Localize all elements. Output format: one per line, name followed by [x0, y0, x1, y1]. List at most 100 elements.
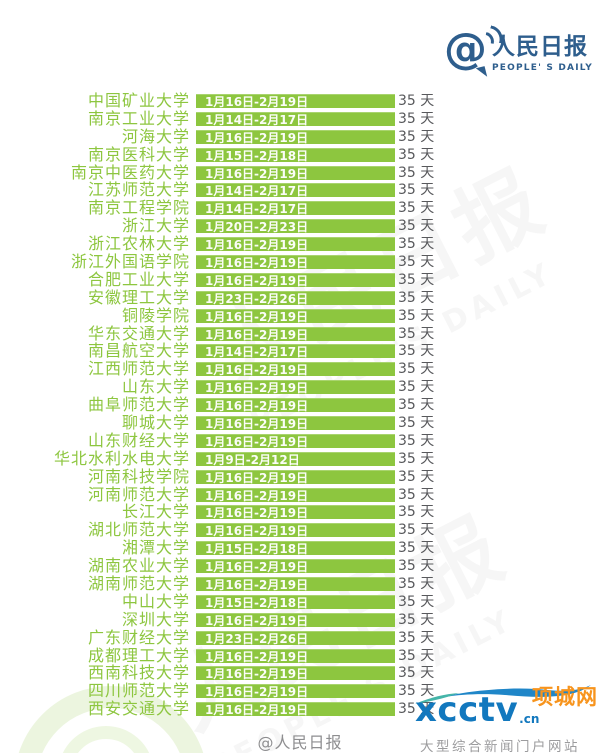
university-name: 湖北师范大学: [87, 520, 190, 540]
date-range-bar: 1月16日-2月19日: [196, 469, 395, 484]
date-range-bar: 1月16日-2月19日: [196, 433, 395, 448]
university-name: 四川师范大学: [87, 681, 190, 701]
university-name: 中国矿业大学: [87, 90, 190, 110]
date-range-bar: 1月16日-2月19日: [196, 523, 395, 538]
logo-text-block: 人民日报 PEOPLE' S DAILY: [492, 34, 594, 74]
university-name: 华东交通大学: [87, 323, 190, 343]
site-tagline: 大型综合新闻门户网站: [420, 739, 580, 753]
date-range-bar: 1月9日-2月12日: [196, 451, 395, 466]
table-row: 江苏师范大学 1月14日-2月17日 35 天: [0, 181, 600, 199]
brand-name-en: PEOPLE' S DAILY: [492, 63, 594, 74]
date-range-bar: 1月16日-2月19日: [196, 487, 395, 502]
table-row: 湖南师范大学 1月16日-2月19日 35 天: [0, 575, 600, 593]
table-row: 华北水利水电大学 1月9日-2月12日 35 天: [0, 450, 600, 468]
university-name: 南京中医药大学: [70, 162, 190, 182]
days-label: 35 天: [398, 253, 435, 270]
table-row: 聊城大学 1月16日-2月19日 35 天: [0, 414, 600, 432]
table-row: 成都理工大学 1月16日-2月19日 35 天: [0, 647, 600, 665]
days-label: 35 天: [398, 432, 435, 449]
table-row: 湖南农业大学 1月16日-2月19日 35 天: [0, 557, 600, 575]
at-sign-icon: @: [444, 24, 487, 74]
xcctv-site-logo: xcctv .cn 项城网 大型综合新闻门户网站: [405, 680, 598, 753]
date-range-bar: 1月15日-2月18日: [196, 147, 395, 162]
days-label: 35 天: [398, 92, 435, 109]
date-range-bar: 1月14日-2月17日: [196, 111, 395, 126]
university-name: 南京工业大学: [87, 108, 190, 128]
peoples-daily-logo: @ 人民日报 PEOPLE' S DAILY: [444, 24, 594, 81]
university-name: 华北水利水电大学: [53, 448, 190, 468]
days-label: 35 天: [398, 361, 435, 378]
days-label: 35 天: [398, 397, 435, 414]
days-label: 35 天: [398, 146, 435, 163]
date-range-bar: 1月16日-2月19日: [196, 362, 395, 377]
days-label: 35 天: [398, 540, 435, 557]
days-label: 35 天: [398, 647, 435, 664]
university-name: 中山大学: [121, 591, 190, 611]
days-label: 35 天: [398, 414, 435, 431]
table-row: 江西师范大学 1月16日-2月19日 35 天: [0, 360, 600, 378]
university-name: 山东财经大学: [87, 430, 190, 450]
table-row: 深圳大学 1月16日-2月19日 35 天: [0, 611, 600, 629]
swoosh-icon: [415, 685, 591, 704]
date-range-bar: 1月16日-2月19日: [196, 326, 395, 341]
table-row: 南京工业大学 1月14日-2月17日 35 天: [0, 110, 600, 128]
date-range-bar: 1月16日-2月19日: [196, 505, 395, 520]
days-label: 35 天: [398, 307, 435, 324]
days-label: 35 天: [398, 665, 435, 682]
date-range-bar: 1月16日-2月19日: [196, 129, 395, 144]
days-label: 35 天: [398, 110, 435, 127]
university-name: 西安交通大学: [87, 699, 190, 719]
table-row: 四川师范大学 1月16日-2月19日 35 天: [0, 682, 600, 700]
days-label: 35 天: [398, 683, 435, 700]
table-row: 南昌航空大学 1月14日-2月17日 35 天: [0, 342, 600, 360]
date-range-bar: 1月16日-2月19日: [196, 254, 395, 269]
table-row: 长江大学 1月16日-2月19日 35 天: [0, 503, 600, 521]
date-range-bar: 1月16日-2月19日: [196, 666, 395, 681]
days-label: 35 天: [398, 593, 435, 610]
table-row: 浙江农林大学 1月16日-2月19日 35 天: [0, 235, 600, 253]
date-range-bar: 1月16日-2月19日: [196, 380, 395, 395]
date-range-bar: 1月16日-2月19日: [196, 415, 395, 430]
university-name: 浙江农林大学: [87, 234, 190, 254]
brand-name-cn: 人民日报: [492, 34, 588, 60]
university-name: 湖南农业大学: [87, 556, 190, 576]
table-row: 合肥工业大学 1月16日-2月19日 35 天: [0, 271, 600, 289]
university-name: 成都理工大学: [87, 645, 190, 665]
university-name: 浙江外国语学院: [70, 251, 190, 271]
table-row: 山东财经大学 1月16日-2月19日 35 天: [0, 432, 600, 450]
days-label: 35 天: [398, 325, 435, 342]
table-row: 浙江外国语学院 1月16日-2月19日 35 天: [0, 253, 600, 271]
table-row: 华东交通大学 1月16日-2月19日 35 天: [0, 325, 600, 343]
days-label: 35 天: [398, 164, 435, 181]
university-name: 曲阜师范大学: [87, 395, 190, 415]
university-name: 长江大学: [121, 502, 190, 522]
date-range-bar: 1月14日-2月17日: [196, 344, 395, 359]
date-range-bar: 1月16日-2月19日: [196, 272, 395, 287]
date-range-bar: 1月20日-2月23日: [196, 219, 395, 234]
days-label: 35 天: [398, 486, 435, 503]
university-name: 南昌航空大学: [87, 341, 190, 361]
university-name: 安徽理工大学: [87, 287, 190, 307]
days-label: 35 天: [398, 379, 435, 396]
table-row: 曲阜师范大学 1月16日-2月19日 35 天: [0, 396, 600, 414]
date-range-bar: 1月15日-2月18日: [196, 594, 395, 609]
table-row: 中国矿业大学 1月16日-2月19日 35 天: [0, 92, 600, 110]
days-label: 35 天: [398, 450, 435, 467]
date-range-bar: 1月16日-2月19日: [196, 576, 395, 591]
site-tld: .cn: [519, 712, 540, 726]
days-label: 35 天: [398, 182, 435, 199]
days-label: 35 天: [398, 701, 435, 718]
university-name: 南京工程学院: [87, 198, 190, 218]
date-range-bar: 1月16日-2月19日: [196, 308, 395, 323]
days-label: 35 天: [398, 289, 435, 306]
university-name: 山东大学: [121, 377, 190, 397]
table-row: 广东财经大学 1月23日-2月26日 35 天: [0, 629, 600, 647]
table-row: 湘潭大学 1月15日-2月18日 35 天: [0, 539, 600, 557]
date-range-bar: 1月16日-2月19日: [196, 612, 395, 627]
university-name: 江西师范大学: [87, 359, 190, 379]
table-row: 浙江大学 1月20日-2月23日 35 天: [0, 217, 600, 235]
table-row: 河南科技学院 1月16日-2月19日 35 天: [0, 468, 600, 486]
days-label: 35 天: [398, 218, 435, 235]
days-label: 35 天: [398, 575, 435, 592]
university-name: 湖南师范大学: [87, 573, 190, 593]
